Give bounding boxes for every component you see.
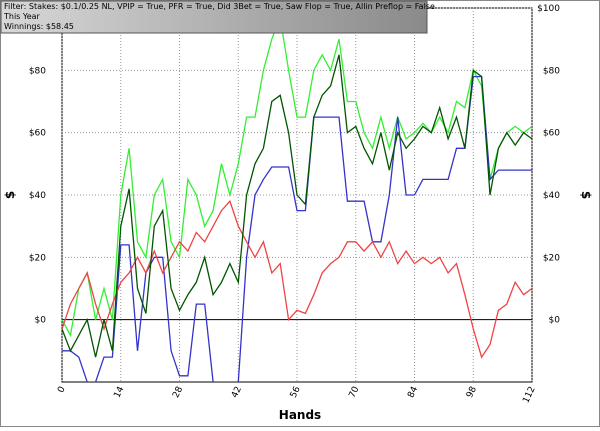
- x-tick-label: 42: [230, 385, 244, 400]
- y-tick-label: $40: [29, 191, 46, 201]
- x-tick-label: 28: [171, 385, 185, 400]
- x-tick-label: 84: [406, 385, 420, 400]
- x-tick-label: 70: [348, 385, 362, 400]
- y-axis-title: $: [3, 191, 17, 199]
- x-tick-label: 98: [465, 385, 479, 400]
- y2-tick-label: $0: [549, 316, 561, 326]
- x-tick-label: 56: [289, 385, 303, 400]
- y2-tick-label: $60: [543, 129, 560, 139]
- series-line: [62, 14, 532, 338]
- y-tick-label: $80: [29, 66, 46, 76]
- y-tick-label: $20: [29, 253, 46, 263]
- filter-box: Filter: Stakes: $0.1/0.25 NL, VPIP = Tru…: [0, 0, 435, 34]
- x-tick-label: 0: [56, 385, 68, 395]
- y2-axis-title: $: [579, 191, 593, 199]
- plot-lines: [62, 14, 532, 382]
- y-tick-label: $0: [35, 316, 47, 326]
- y2-tick-label: $80: [543, 66, 560, 76]
- series-line: [62, 54, 532, 358]
- y2-tick-label: $40: [543, 191, 560, 201]
- filter-text: Filter: Stakes: $0.1/0.25 NL, VPIP = Tru…: [4, 2, 435, 11]
- x-tick-label: 14: [113, 385, 127, 400]
- series-line: [62, 75, 532, 382]
- series-line: [62, 199, 532, 359]
- filter-text: This Year: [3, 12, 41, 21]
- y-tick-label: $60: [29, 129, 46, 139]
- filter-text: Winnings: $58.45: [4, 22, 74, 31]
- filter-box-bg: [0, 0, 428, 34]
- y2-tick-label: $20: [543, 253, 560, 263]
- y2-tick-label: $100: [537, 4, 560, 14]
- x-axis-title: Hands: [279, 408, 321, 422]
